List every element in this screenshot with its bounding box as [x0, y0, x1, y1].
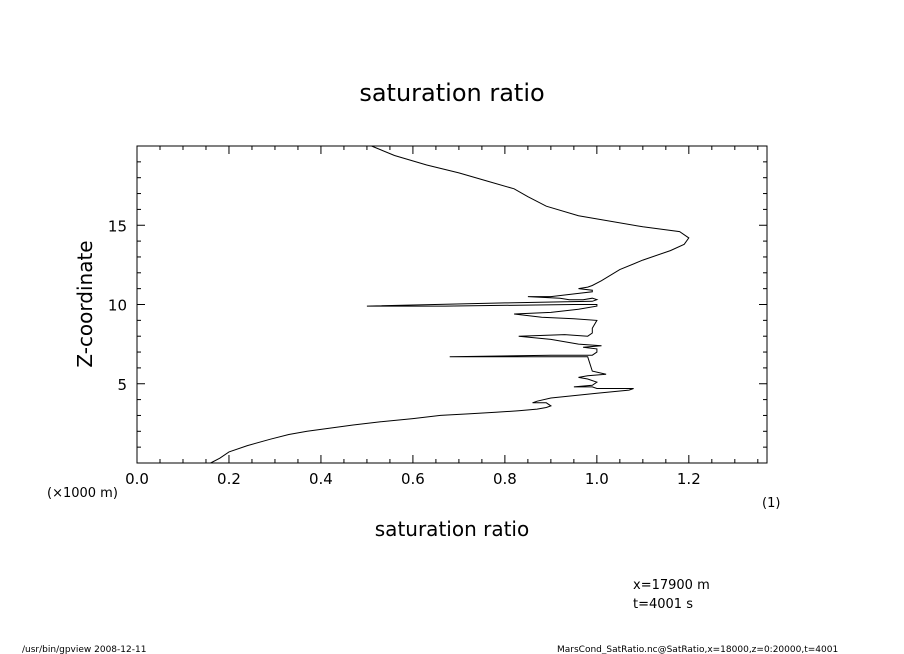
y-tick-label: 10 — [108, 297, 127, 315]
chart-title: saturation ratio — [359, 79, 544, 107]
saturation-ratio-profile-line — [210, 145, 690, 464]
x-axis-ticks — [136, 146, 759, 463]
x-tick-label: 0.0 — [125, 470, 149, 488]
y-axis-label: Z-coordinate — [73, 240, 97, 367]
x-tick-label: 0.6 — [401, 470, 425, 488]
y-axis-tick-labels: 5 10 15 — [108, 217, 127, 394]
x-tick-label: 1.0 — [585, 470, 609, 488]
y-axis-ticks — [137, 145, 767, 464]
annotation-t: t=4001 s — [633, 597, 693, 612]
annotation-x: x=17900 m — [633, 578, 710, 593]
x-axis-label: saturation ratio — [375, 517, 529, 541]
x-tick-label: 0.8 — [493, 470, 517, 488]
footer-left: /usr/bin/gpview 2008-12-11 — [22, 645, 146, 654]
y-axis-unit: (×1000 m) — [47, 486, 118, 501]
y-tick-label: 15 — [108, 217, 127, 235]
y-tick-label: 5 — [117, 376, 127, 394]
x-tick-label: 0.2 — [217, 470, 241, 488]
x-axis-tick-labels: 0.0 0.2 0.4 0.6 0.8 1.0 1.2 — [125, 470, 701, 488]
footer-right: MarsCond_SatRatio.nc@SatRatio,x=18000,z=… — [557, 645, 838, 654]
x-tick-label: 0.4 — [309, 470, 333, 488]
x-tick-label: 1.2 — [677, 470, 701, 488]
x-axis-unit: (1) — [762, 496, 780, 511]
